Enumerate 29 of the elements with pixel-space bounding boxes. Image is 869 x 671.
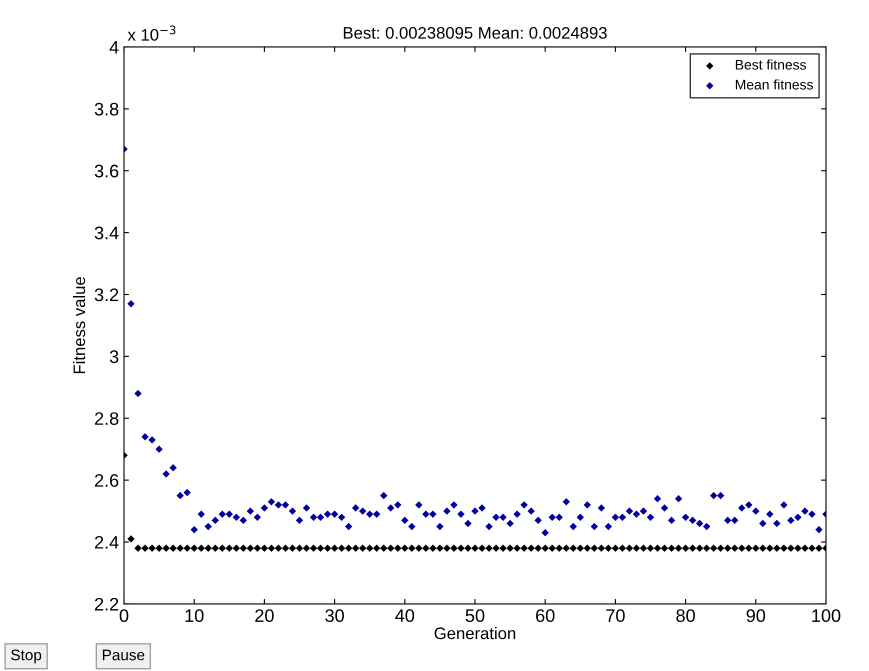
text: Pause bbox=[102, 650, 144, 660]
legend-label: Mean fitness bbox=[736, 79, 813, 90]
y-tick-label: 3 bbox=[110, 350, 118, 364]
legend-label: Best fitness bbox=[736, 59, 806, 70]
y-tick-label: 3.6 bbox=[94, 164, 118, 178]
y-tick-label: 2.8 bbox=[94, 412, 118, 425]
x-tick-label: 60 bbox=[536, 609, 555, 622]
y-tick-label: 3.4 bbox=[94, 226, 119, 240]
y-axis-title: Fitness value bbox=[72, 277, 86, 374]
x-tick-label: 50 bbox=[466, 609, 484, 622]
x-tick-label: 40 bbox=[395, 609, 414, 622]
y-tick-label: 2.6 bbox=[94, 474, 118, 487]
x-tick-label: 30 bbox=[325, 609, 344, 622]
text: x 10$^{−3}$ bbox=[128, 26, 176, 41]
x-axis-title: Generation bbox=[434, 626, 516, 640]
x-tick-label: 10 bbox=[186, 609, 204, 622]
x-tick-label: 80 bbox=[676, 609, 695, 622]
y-tick-label: 2.2 bbox=[94, 598, 118, 610]
x-tick-label: 20 bbox=[255, 609, 274, 622]
text: Stop bbox=[11, 650, 42, 664]
y-tick-label: 2.4 bbox=[94, 536, 119, 549]
x-tick-label: 0 bbox=[120, 609, 128, 622]
x-tick-label: 70 bbox=[606, 609, 625, 622]
x-tick-label: 90 bbox=[746, 609, 766, 622]
y-tick-label: 4 bbox=[110, 41, 119, 54]
chart-title: Best: 0.00238095 Mean: 0.0024893 bbox=[344, 27, 607, 39]
y-tick-label: 3.2 bbox=[94, 288, 118, 302]
y-tick-label: 3.8 bbox=[94, 102, 118, 116]
x-tick-label: 100 bbox=[812, 609, 840, 622]
